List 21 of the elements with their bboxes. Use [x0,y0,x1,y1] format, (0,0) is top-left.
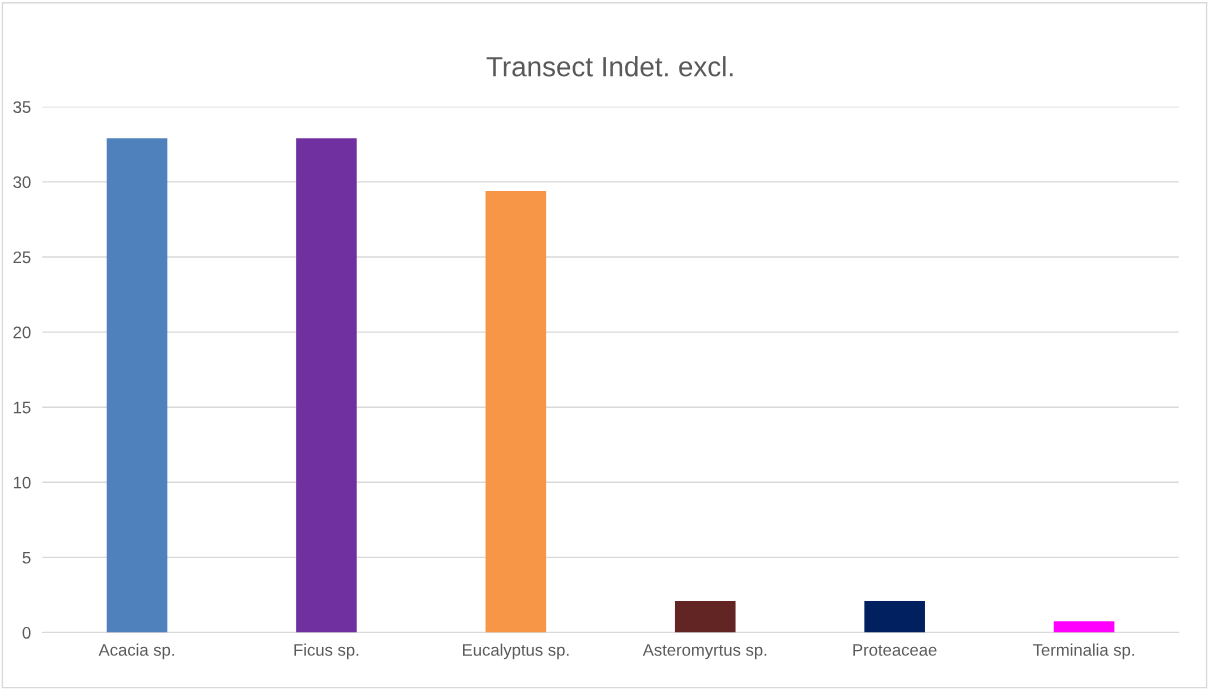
y-tick-label: 35 [13,101,31,113]
bar [106,138,168,633]
x-tick-label: Ficus sp. [294,643,359,660]
x-tick-label: Proteaceae [853,644,937,656]
y-tick-label: 25 [13,251,31,264]
y-tick-label: 30 [13,176,31,189]
bar [296,138,357,633]
y-tick-label: 0 [22,626,31,639]
y-tick-label: 20 [13,326,31,339]
x-tick-label: Eucalyptus sp. [463,643,569,660]
x-tick-label: Acacia sp. [98,643,174,660]
chart-title: Transect Indet. excl. [486,56,733,77]
bar [864,600,925,633]
x-tick-label: Terminalia sp. [1033,643,1134,660]
y-tick-label: 5 [22,551,31,564]
x-tick-label: Asteromyrtus sp. [642,644,767,660]
y-tick-label: 15 [13,401,31,414]
y-tick-label: 10 [13,476,31,489]
bar [1053,621,1115,633]
bar [485,190,547,633]
bar [674,600,736,633]
